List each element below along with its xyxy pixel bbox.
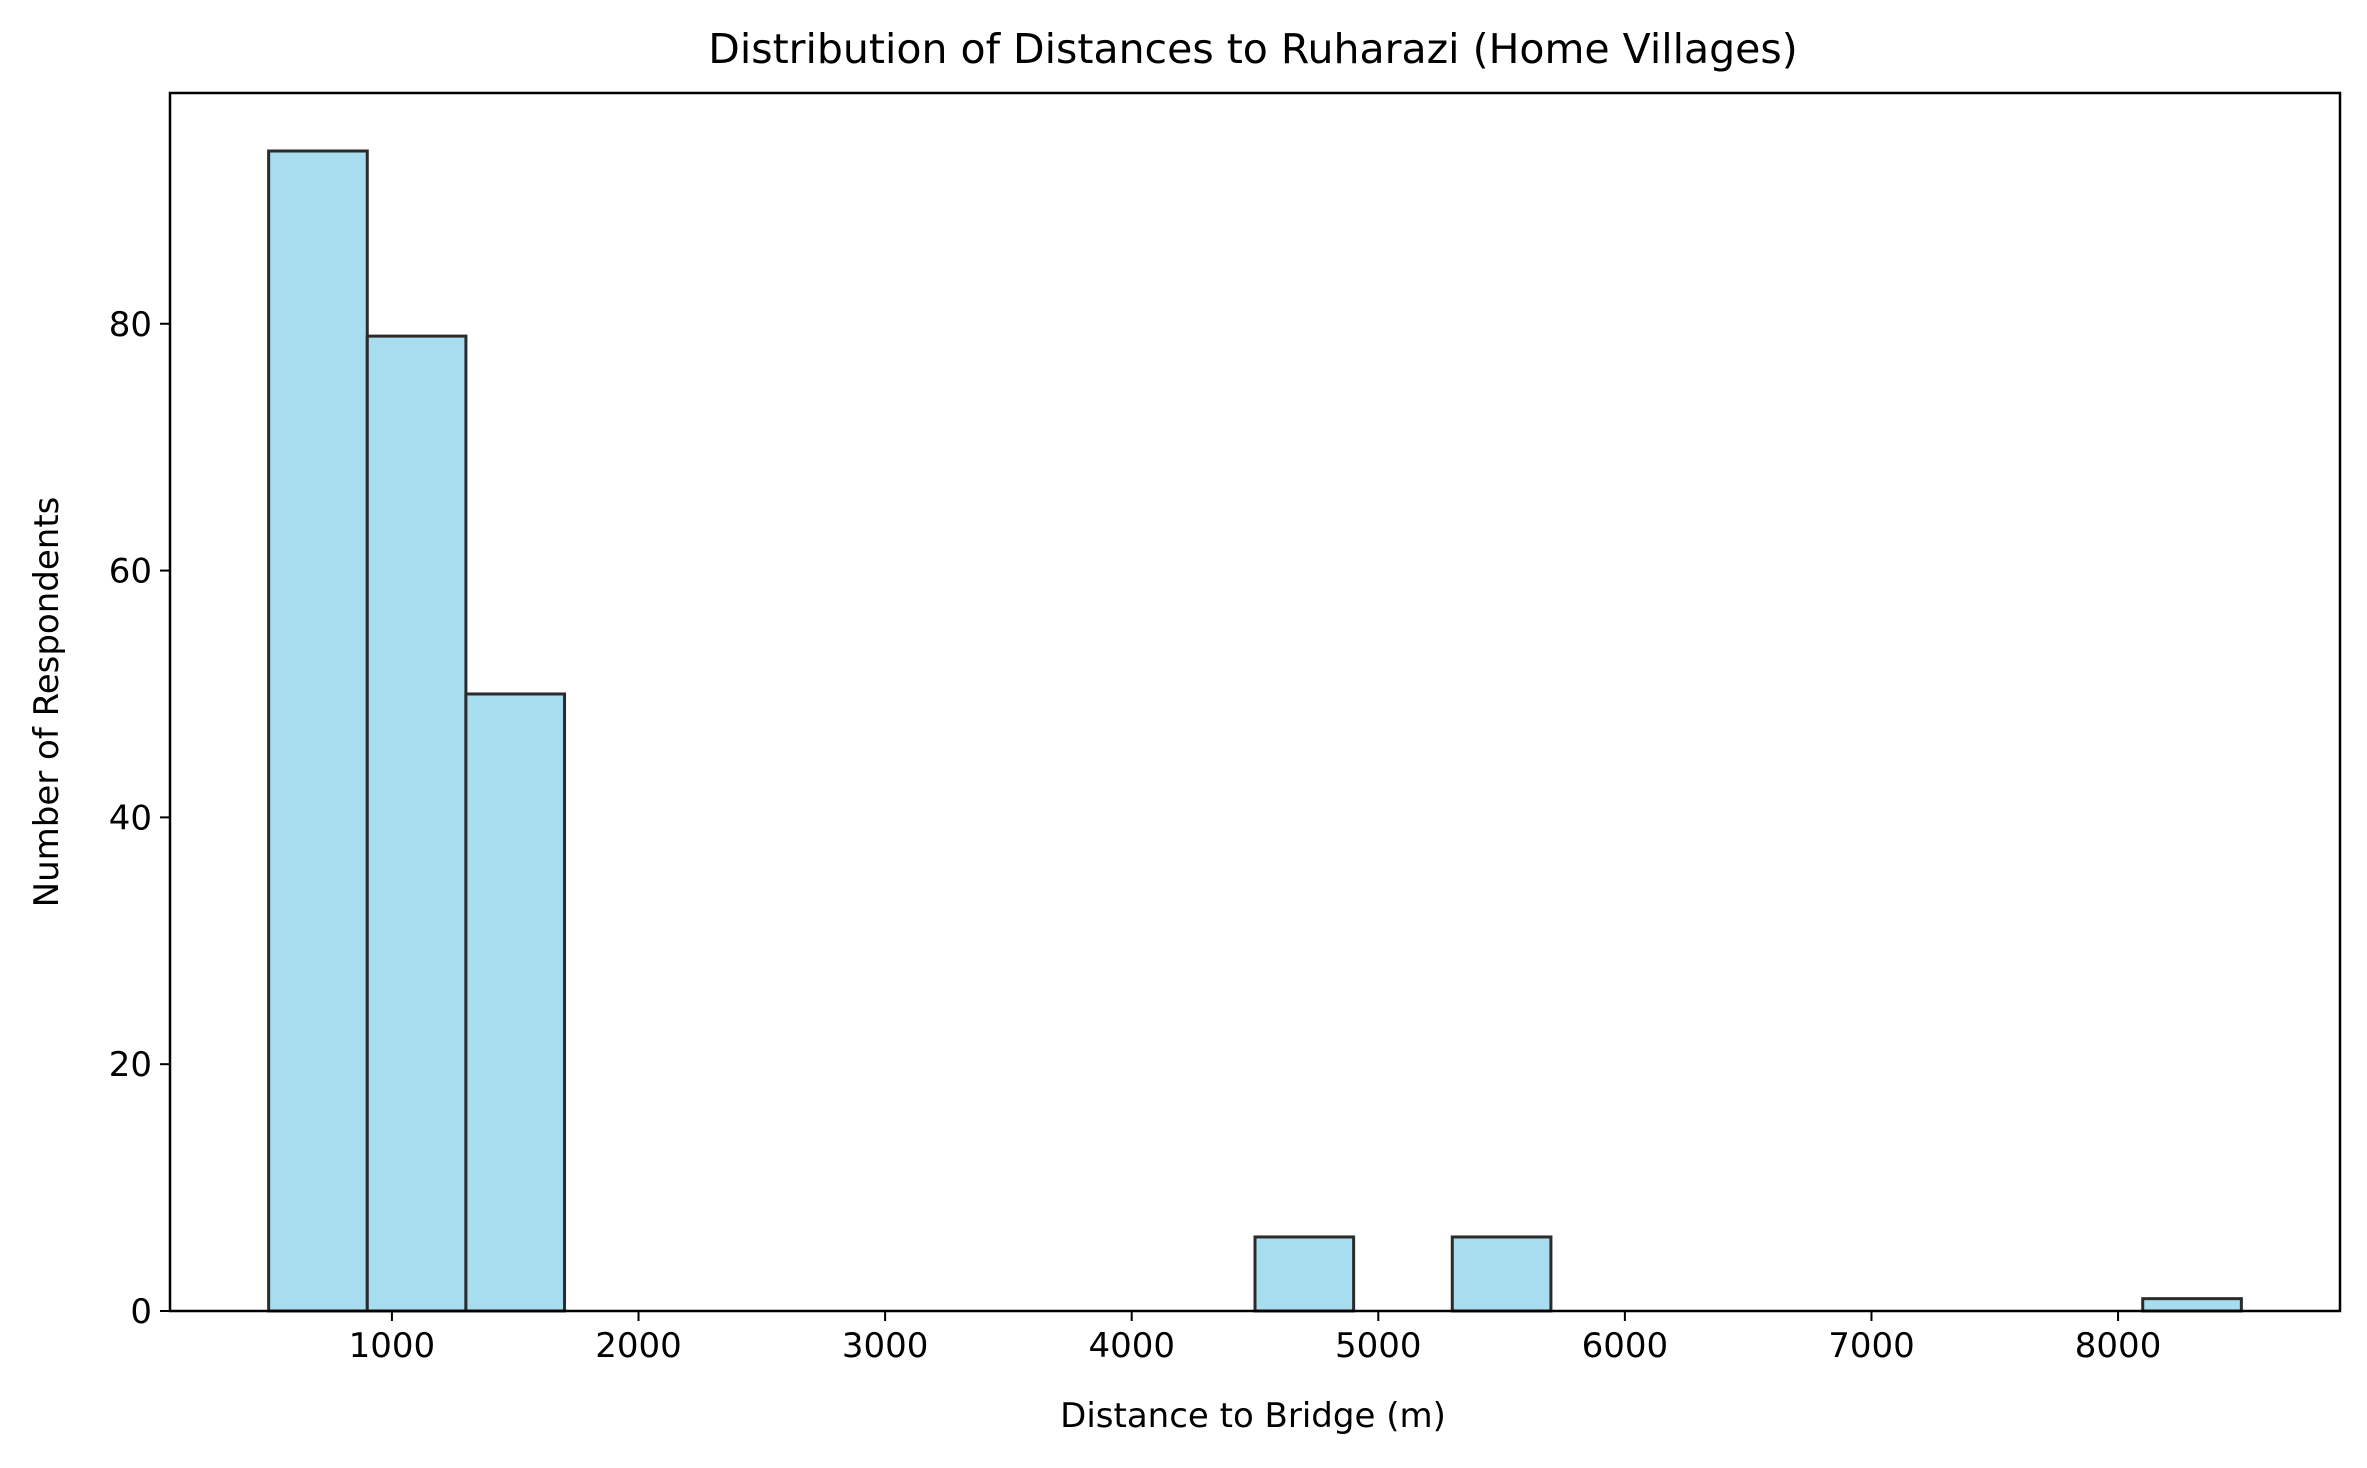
y-tick-label: 0: [130, 1292, 152, 1332]
histogram-bar: [267, 149, 369, 1313]
histogram-bar: [464, 692, 567, 1313]
histogram-bar: [1253, 1235, 1356, 1313]
y-axis-title: Number of Respondents: [27, 497, 67, 908]
x-tick-label: 2000: [595, 1326, 682, 1366]
plot-frame: [168, 91, 2342, 1313]
x-tick-label: 6000: [1582, 1326, 1669, 1366]
x-tick-label: 8000: [2075, 1326, 2162, 1366]
y-axis-ticks: 0 20 40 60 80: [109, 305, 170, 1332]
x-tick-label: 5000: [1335, 1326, 1422, 1366]
histogram-bar: [365, 334, 468, 1313]
chart-title: Distribution of Distances to Ruharazi (H…: [708, 25, 1797, 73]
y-tick-label: 40: [109, 798, 152, 838]
y-tick-label: 80: [109, 305, 152, 345]
x-tick-label: 7000: [1828, 1326, 1915, 1366]
y-tick-label: 60: [109, 552, 152, 592]
x-axis-title: Distance to Bridge (m): [1060, 1396, 1446, 1436]
x-tick-label: 1000: [349, 1326, 436, 1366]
x-tick-label: 3000: [842, 1326, 929, 1366]
x-axis-ticks: 1000 2000 3000 4000 5000 6000 7000 8000: [349, 1311, 2162, 1366]
y-tick-label: 20: [109, 1045, 152, 1085]
x-tick-label: 4000: [1088, 1326, 1175, 1366]
histogram-bar: [1450, 1235, 1553, 1313]
histogram-bars: [267, 149, 2243, 1313]
histogram-bar: [2141, 1297, 2243, 1313]
